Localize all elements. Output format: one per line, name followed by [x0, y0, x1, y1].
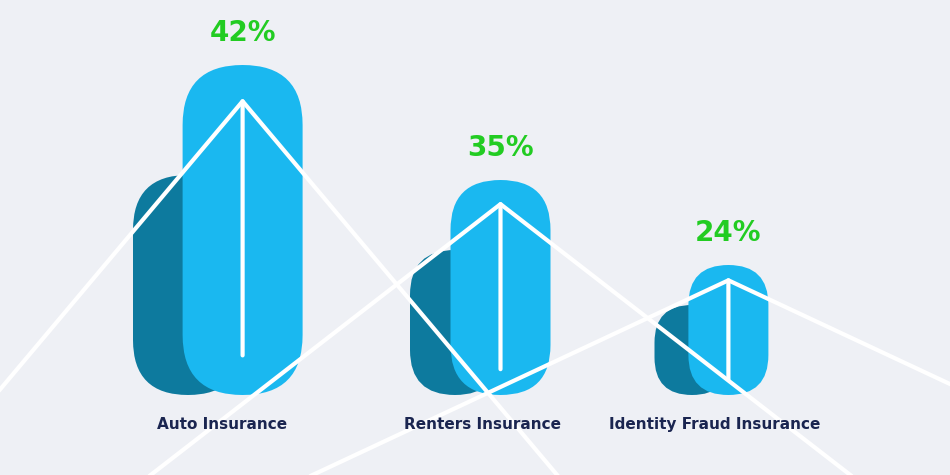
Text: Renters Insurance: Renters Insurance: [405, 417, 561, 432]
Text: Auto Insurance: Auto Insurance: [157, 417, 287, 432]
Text: 42%: 42%: [209, 19, 276, 47]
FancyBboxPatch shape: [450, 180, 550, 395]
FancyBboxPatch shape: [133, 175, 243, 395]
FancyBboxPatch shape: [655, 305, 730, 395]
Text: 35%: 35%: [467, 134, 534, 162]
FancyBboxPatch shape: [689, 265, 769, 395]
FancyBboxPatch shape: [182, 65, 303, 395]
FancyBboxPatch shape: [410, 250, 500, 395]
Text: 24%: 24%: [695, 219, 762, 247]
Text: Identity Fraud Insurance: Identity Fraud Insurance: [609, 417, 820, 432]
